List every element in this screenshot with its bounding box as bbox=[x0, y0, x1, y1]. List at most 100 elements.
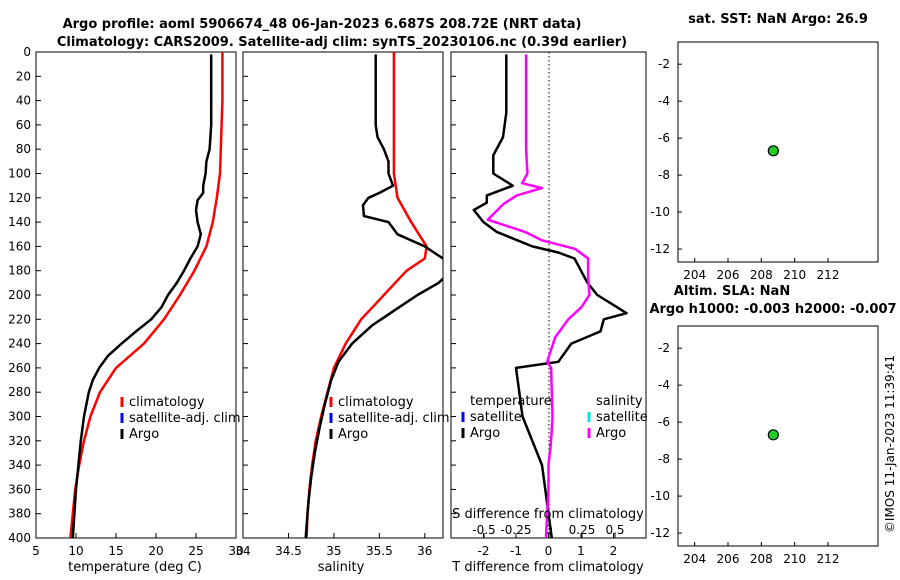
difference-lines bbox=[472, 54, 628, 538]
temperature-xtick-label: 25 bbox=[188, 544, 203, 558]
salinity-xtick-label: 34 bbox=[235, 544, 250, 558]
sla-map-xtick-label: 204 bbox=[683, 552, 706, 566]
diff-legend-s-satellite-label: satellite bbox=[596, 410, 648, 425]
sst-map-ytick-label: -12 bbox=[650, 242, 670, 256]
salinity-xtick-label: 36 bbox=[417, 544, 432, 558]
temperature-xlabel: temperature (deg C) bbox=[68, 560, 202, 575]
depth-tick-label: 280 bbox=[8, 385, 31, 399]
diff-legend-temperature-header: temperature bbox=[470, 394, 552, 409]
temperature-plot: 0 20 40 60 80 100 120 140 160 180 200 220 240 260 280 3… bbox=[8, 45, 244, 558]
sst-map-xtick-label: 206 bbox=[717, 268, 740, 282]
temperature-xtick-label: 10 bbox=[68, 544, 83, 558]
depth-tick-label: 20 bbox=[16, 69, 31, 83]
sst-map-ytick-label: -2 bbox=[658, 57, 670, 71]
sla-map-argo-location-marker bbox=[767, 429, 779, 441]
sla-map-ytick-label: -6 bbox=[658, 415, 670, 429]
depth-tick-label: 80 bbox=[16, 142, 31, 156]
diff-legend-t-satellite-label: satellite bbox=[470, 410, 522, 425]
salinity-lines bbox=[304, 52, 443, 538]
difference-xtick-label: 0 bbox=[545, 544, 553, 558]
depth-tick-label: 180 bbox=[8, 264, 31, 278]
diff-legend-salinity-header: salinity bbox=[596, 394, 643, 409]
difference-temperature-argo-line bbox=[472, 54, 628, 538]
sla-map-xtick-label: 208 bbox=[750, 552, 773, 566]
depth-tick-label: 160 bbox=[8, 239, 31, 253]
depth-tick-label: 300 bbox=[8, 410, 31, 424]
sal-legend-climatology-label: climatology bbox=[338, 395, 414, 410]
sst-map-argo-location-marker bbox=[767, 145, 779, 157]
sst-map-ytick-label: -6 bbox=[658, 131, 670, 145]
temperature-xtick-label: 20 bbox=[148, 544, 163, 558]
temp-legend-climatology-label: climatology bbox=[129, 395, 205, 410]
temperature-xtick-label: 15 bbox=[108, 544, 123, 558]
salinity-climatology-line bbox=[305, 52, 428, 538]
sla-map-frame bbox=[677, 325, 879, 547]
difference-xlabel: T difference from climatology bbox=[451, 560, 644, 575]
temp-legend-argo-label: Argo bbox=[129, 427, 159, 442]
difference-legend: temperature salinity satellite Argo sate… bbox=[461, 394, 648, 441]
salinity-panel-frame bbox=[242, 51, 444, 539]
depth-tick-label: 140 bbox=[8, 215, 31, 229]
difference-top-tick-label: -0.5 bbox=[472, 523, 495, 537]
temperature-climatology-line bbox=[69, 52, 224, 539]
sst-map-xtick-label: 204 bbox=[683, 268, 706, 282]
sst-map-plot: 204 206 208 210 212 -2 -4 -6 -8 -10 -12 bbox=[650, 57, 839, 282]
depth-tick-label: 400 bbox=[8, 531, 31, 545]
temperature-panel-frame bbox=[35, 51, 237, 539]
figure-title-line-2: Climatology: CARS2009. Satellite-adj cli… bbox=[57, 35, 627, 50]
diff-legend-t-argo-label: Argo bbox=[470, 426, 500, 441]
sla-map-ytick-label: -10 bbox=[650, 489, 670, 503]
sla-map-ytick-label: -2 bbox=[658, 341, 670, 355]
salinity-xtick-label: 34.5 bbox=[275, 544, 302, 558]
depth-tick-label: 100 bbox=[8, 167, 31, 181]
depth-tick-label: 220 bbox=[8, 312, 31, 326]
temp-legend-satellite-label: satellite-adj. clim bbox=[129, 411, 241, 426]
sla-map-xtick-label: 210 bbox=[783, 552, 806, 566]
sla-map-xtick-label: 212 bbox=[817, 552, 840, 566]
sla-map-title: Altim. SLA: NaN bbox=[674, 284, 790, 299]
difference-top-tick-label: 0.25 bbox=[569, 523, 596, 537]
salinity-argo-line bbox=[304, 54, 443, 538]
depth-tick-label: 340 bbox=[8, 458, 31, 472]
salinity-legend: climatology satellite-adj. clim Argo bbox=[329, 395, 450, 442]
sst-map-xtick-label: 208 bbox=[750, 268, 773, 282]
sla-map-ytick-label: -8 bbox=[658, 452, 670, 466]
sst-map-frame bbox=[677, 41, 879, 263]
sla-map-ytick-label: -4 bbox=[658, 378, 670, 392]
depth-tick-label: 0 bbox=[23, 45, 31, 59]
sla-map-ytick-label: -12 bbox=[650, 526, 670, 540]
salinity-xtick-label: 35 bbox=[326, 544, 341, 558]
depth-tick-label: 200 bbox=[8, 288, 31, 302]
temperature-xtick-label: 5 bbox=[32, 544, 40, 558]
sst-map-xtick-label: 210 bbox=[783, 268, 806, 282]
figure-title-line-1: Argo profile: aoml 5906674_48 06-Jan-202… bbox=[63, 17, 582, 32]
depth-tick-label: 380 bbox=[8, 507, 31, 521]
difference-top-tick-label: 0 bbox=[545, 523, 553, 537]
depth-tick-label: 320 bbox=[8, 434, 31, 448]
depth-tick-label: 40 bbox=[16, 94, 31, 108]
sla-map-xtick-label: 206 bbox=[717, 552, 740, 566]
difference-top-tick-label: 0.5 bbox=[605, 523, 624, 537]
sst-map-title: sat. SST: NaN Argo: 26.9 bbox=[688, 12, 868, 27]
difference-xtick-label: -2 bbox=[478, 544, 490, 558]
difference-top-xlabel: S difference from climatology bbox=[452, 507, 644, 522]
sst-map-ytick-label: -8 bbox=[658, 168, 670, 182]
salinity-xtick-label: 35.5 bbox=[366, 544, 393, 558]
temperature-argo-line bbox=[71, 54, 213, 539]
sla-map-subtitle: Argo h1000: -0.003 h2000: -0.007 bbox=[649, 302, 896, 317]
temperature-legend: climatology satellite-adj. clim Argo bbox=[120, 395, 241, 442]
depth-tick-label: 260 bbox=[8, 361, 31, 375]
sst-map-ytick-label: -10 bbox=[650, 205, 670, 219]
temperature-xtick-label: 30 bbox=[228, 544, 243, 558]
sst-map-xtick-label: 212 bbox=[817, 268, 840, 282]
salinity-plot: 34 34.5 35 35.5 36 bbox=[235, 51, 443, 558]
depth-tick-label: 60 bbox=[16, 118, 31, 132]
diff-legend-s-argo-label: Argo bbox=[596, 426, 626, 441]
depth-tick-label: 240 bbox=[8, 337, 31, 351]
sal-legend-argo-label: Argo bbox=[338, 427, 368, 442]
difference-salinity-argo-line bbox=[486, 54, 591, 538]
difference-xtick-label: 2 bbox=[610, 544, 618, 558]
difference-plot: -2 -1 0 1 2 -0.5 -0.25 0 0.25 0.5 bbox=[451, 51, 628, 558]
depth-tick-label: 120 bbox=[8, 191, 31, 205]
